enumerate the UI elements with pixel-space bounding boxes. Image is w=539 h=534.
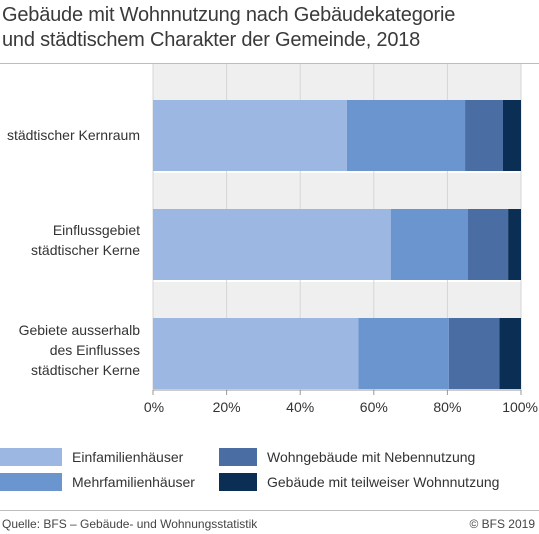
x-tick-label: 60% <box>360 399 388 415</box>
legend-label: Einfamilienhäuser <box>72 449 184 465</box>
bar-segment <box>346 100 466 171</box>
chart-title-line-2: und städtischem Charakter der Gemeinde, … <box>2 29 421 51</box>
legend-label: Wohngebäude mit Nebennutzung <box>267 449 476 465</box>
bar-segment <box>508 209 521 280</box>
y-tick-label: städtischer Kerne <box>31 242 140 258</box>
legend-label: Gebäude mit teilweiser Wohnnutzung <box>267 474 500 490</box>
source-note: Quelle: BFS – Gebäude- und Wohnungsstati… <box>2 517 258 531</box>
y-tick-label: Einflussgebiet <box>53 222 140 238</box>
chart-title-line-1: Gebäude mit Wohnnutzung nach Gebäudekate… <box>2 4 456 26</box>
plot-band <box>153 282 521 318</box>
bar-segment <box>448 318 500 389</box>
bar-segment <box>502 100 521 171</box>
x-tick-label: 80% <box>433 399 461 415</box>
copyright-note: © BFS 2019 <box>469 517 535 531</box>
bar-segment <box>153 318 359 389</box>
legend-item-mehrfamilienhaeuser: Mehrfamilienhäuser <box>0 472 195 492</box>
plot-band <box>153 64 521 100</box>
x-tick-label: 100% <box>502 399 538 415</box>
bar-segment <box>468 209 509 280</box>
y-tick-label: des Einflusses <box>50 342 140 358</box>
chart-title: Gebäude mit Wohnnutzung nach Gebäudekate… <box>2 3 537 53</box>
source-divider <box>0 510 539 511</box>
legend-swatch <box>219 473 257 491</box>
bar-segment <box>358 318 449 389</box>
legend-item-einfamilienhaeuser: Einfamilienhäuser <box>0 447 183 467</box>
title-divider <box>0 63 539 64</box>
legend-swatch <box>0 473 62 491</box>
bar-segment <box>499 318 521 389</box>
chart-legend: Einfamilienhäuser Mehrfamilienhäuser Woh… <box>0 447 539 497</box>
legend-item-teilweise-wohnnutzung: Gebäude mit teilweiser Wohnnutzung <box>219 472 499 492</box>
legend-swatch <box>219 448 257 466</box>
x-tick-label: 20% <box>213 399 241 415</box>
y-tick-label: städtischer Kernraum <box>7 127 140 143</box>
bar-segment <box>465 100 503 171</box>
bar-segment <box>153 100 347 171</box>
y-tick-label: städtischer Kerne <box>31 362 140 378</box>
legend-item-nebennutzung: Wohngebäude mit Nebennutzung <box>219 447 475 467</box>
y-tick-label: Gebiete ausserhalb <box>19 322 141 338</box>
x-tick-label: 40% <box>286 399 314 415</box>
plot-band <box>153 173 521 209</box>
legend-label: Mehrfamilienhäuser <box>72 474 195 490</box>
bar-segment <box>153 209 391 280</box>
bar-segment <box>390 209 469 280</box>
x-tick-label: 0% <box>144 399 164 415</box>
legend-swatch <box>0 448 62 466</box>
stacked-bar-chart: städtischer Kernraum Einflussgebiet städti… <box>7 64 538 415</box>
